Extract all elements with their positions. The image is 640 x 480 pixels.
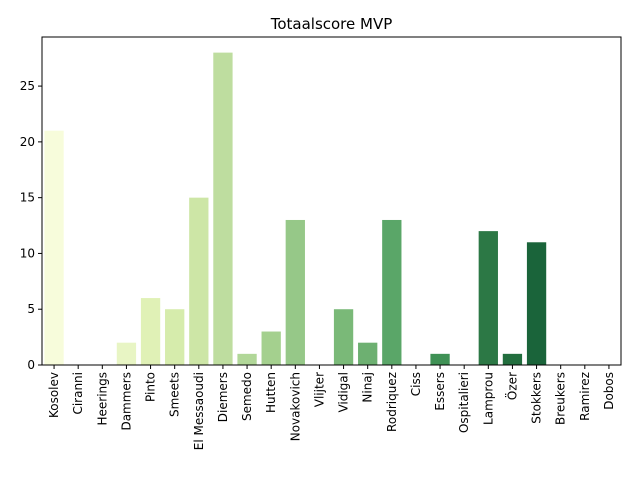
x-tick-label: El Messaoudi bbox=[192, 372, 206, 450]
x-tick-label: Lamprou bbox=[481, 372, 495, 425]
chart-title: Totaalscore MVP bbox=[270, 15, 393, 33]
x-tick-label: Hutten bbox=[264, 372, 278, 413]
x-axis: Kosolev Ciranni Heerings Dammers Pinto Smeets… bbox=[47, 365, 616, 450]
y-axis: 0 5 10 15 20 25 bbox=[20, 79, 42, 372]
y-tick-label: 20 bbox=[20, 135, 35, 149]
bar-12 bbox=[333, 309, 354, 365]
x-tick-label: Heerings bbox=[95, 372, 109, 426]
bar-7 bbox=[213, 52, 233, 365]
x-tick-label: Ramirez bbox=[578, 372, 592, 421]
bar-19 bbox=[502, 353, 523, 365]
y-tick-label: 10 bbox=[20, 246, 35, 260]
bar-5 bbox=[165, 309, 185, 365]
bar-4 bbox=[140, 298, 161, 365]
x-tick-label: Breukers bbox=[554, 372, 568, 425]
x-tick-label: Smeets bbox=[168, 372, 182, 417]
y-tick-label: 0 bbox=[27, 358, 35, 372]
bar-10 bbox=[285, 219, 305, 365]
x-tick-label: Stokkers bbox=[530, 372, 544, 424]
bar-8 bbox=[237, 353, 257, 365]
x-tick-label: Essers bbox=[433, 372, 447, 411]
x-tick-label: Semedo bbox=[240, 372, 254, 421]
bar-3 bbox=[116, 342, 137, 365]
y-tick-label: 25 bbox=[20, 79, 35, 93]
x-tick-label: Ninaj bbox=[361, 372, 375, 403]
x-tick-label: Özer bbox=[503, 372, 519, 400]
bar-18 bbox=[478, 231, 498, 365]
x-tick-label: Diemers bbox=[216, 372, 230, 422]
x-tick-label: Novakovich bbox=[288, 372, 302, 441]
y-tick-label: 5 bbox=[27, 302, 35, 316]
plot-frame bbox=[41, 36, 622, 366]
x-tick-label: Ospitalieri bbox=[457, 372, 471, 433]
x-tick-label: Rodriquez bbox=[385, 372, 399, 432]
x-tick-label: Ciss bbox=[409, 372, 423, 396]
x-tick-label: Dammers bbox=[119, 372, 133, 431]
bar-6 bbox=[189, 197, 209, 365]
bar-9 bbox=[261, 331, 281, 365]
x-tick-label: Ciranni bbox=[71, 372, 85, 415]
y-tick-label: 15 bbox=[20, 191, 35, 205]
bars-group bbox=[44, 52, 547, 365]
x-tick-label: Dobos bbox=[602, 372, 616, 410]
x-tick-label: Vidigal bbox=[337, 372, 351, 413]
bar-13 bbox=[358, 342, 378, 365]
x-tick-label: Pinto bbox=[144, 372, 158, 402]
bar-14 bbox=[382, 219, 402, 365]
x-tick-label: Kosolev bbox=[47, 372, 61, 418]
bar-16 bbox=[430, 353, 450, 365]
x-tick-label: Vlijter bbox=[312, 372, 326, 407]
bar-0 bbox=[44, 130, 64, 365]
bar-20 bbox=[526, 242, 547, 365]
